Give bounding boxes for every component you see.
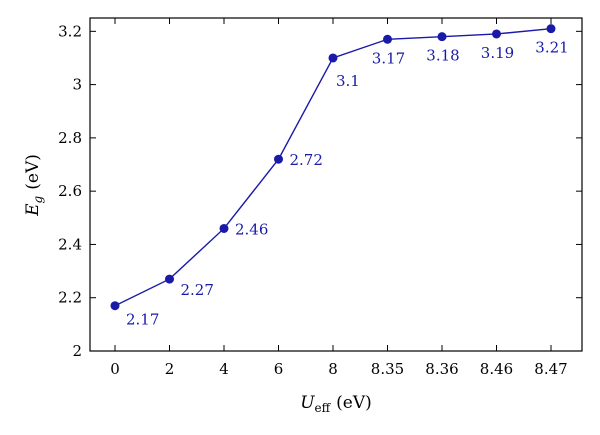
data-point: [274, 154, 283, 164]
data-label: 3.1: [336, 72, 360, 90]
data-point: [328, 53, 338, 63]
y-tick-label: 2: [72, 342, 82, 360]
y-tick-label: 3: [72, 76, 82, 94]
data-point: [492, 29, 501, 39]
data-label: 3.21: [535, 39, 568, 57]
x-tick-label: 8.47: [534, 360, 567, 378]
x-tick-label: 2: [165, 360, 175, 378]
x-tick-label: 8: [328, 360, 338, 378]
x-tick-label: 0: [110, 360, 120, 378]
y-axis-ticks: 2 2.2 2.4 2.6 2.8 3 3.2: [58, 22, 582, 360]
plot-frame: [89, 17, 583, 352]
y-tick-label: 2.4: [58, 235, 82, 253]
y-tick-label: 3.2: [58, 22, 82, 40]
x-tick-label: 8.36: [425, 360, 458, 378]
data-point: [110, 301, 120, 311]
data-label: 3.17: [372, 49, 405, 67]
x-axis-label: Ueff (eV): [300, 393, 372, 415]
x-axis-ticks: 0 2 4 6 8 8.35 8.36 8.46 8.47: [110, 18, 568, 378]
data-label: 2.27: [181, 281, 214, 299]
series-line: [114, 27, 552, 307]
data-label: 3.19: [481, 44, 514, 62]
data-point: [546, 24, 556, 34]
data-points: [110, 24, 556, 311]
y-axis-label: Eg(eV): [23, 154, 45, 217]
x-tick-label: 8.35: [371, 360, 404, 378]
data-label: 3.18: [426, 47, 459, 65]
data-point: [165, 274, 174, 284]
data-point: [219, 223, 229, 233]
data-point: [437, 32, 447, 42]
data-point: [383, 34, 392, 44]
y-tick-label: 2.6: [58, 182, 82, 200]
x-tick-label: 8.46: [480, 360, 513, 378]
y-tick-label: 2.8: [58, 129, 82, 147]
data-label: 2.46: [235, 220, 268, 238]
x-tick-label: 4: [219, 360, 229, 378]
data-label: 2.17: [126, 311, 159, 329]
data-labels: 2.17 2.27 2.46 2.72 3.1 3.17 3.18 3.19 3.21: [126, 39, 569, 329]
y-tick-label: 2.2: [58, 289, 82, 307]
data-label: 2.72: [290, 151, 323, 169]
x-tick-label: 6: [274, 360, 284, 378]
